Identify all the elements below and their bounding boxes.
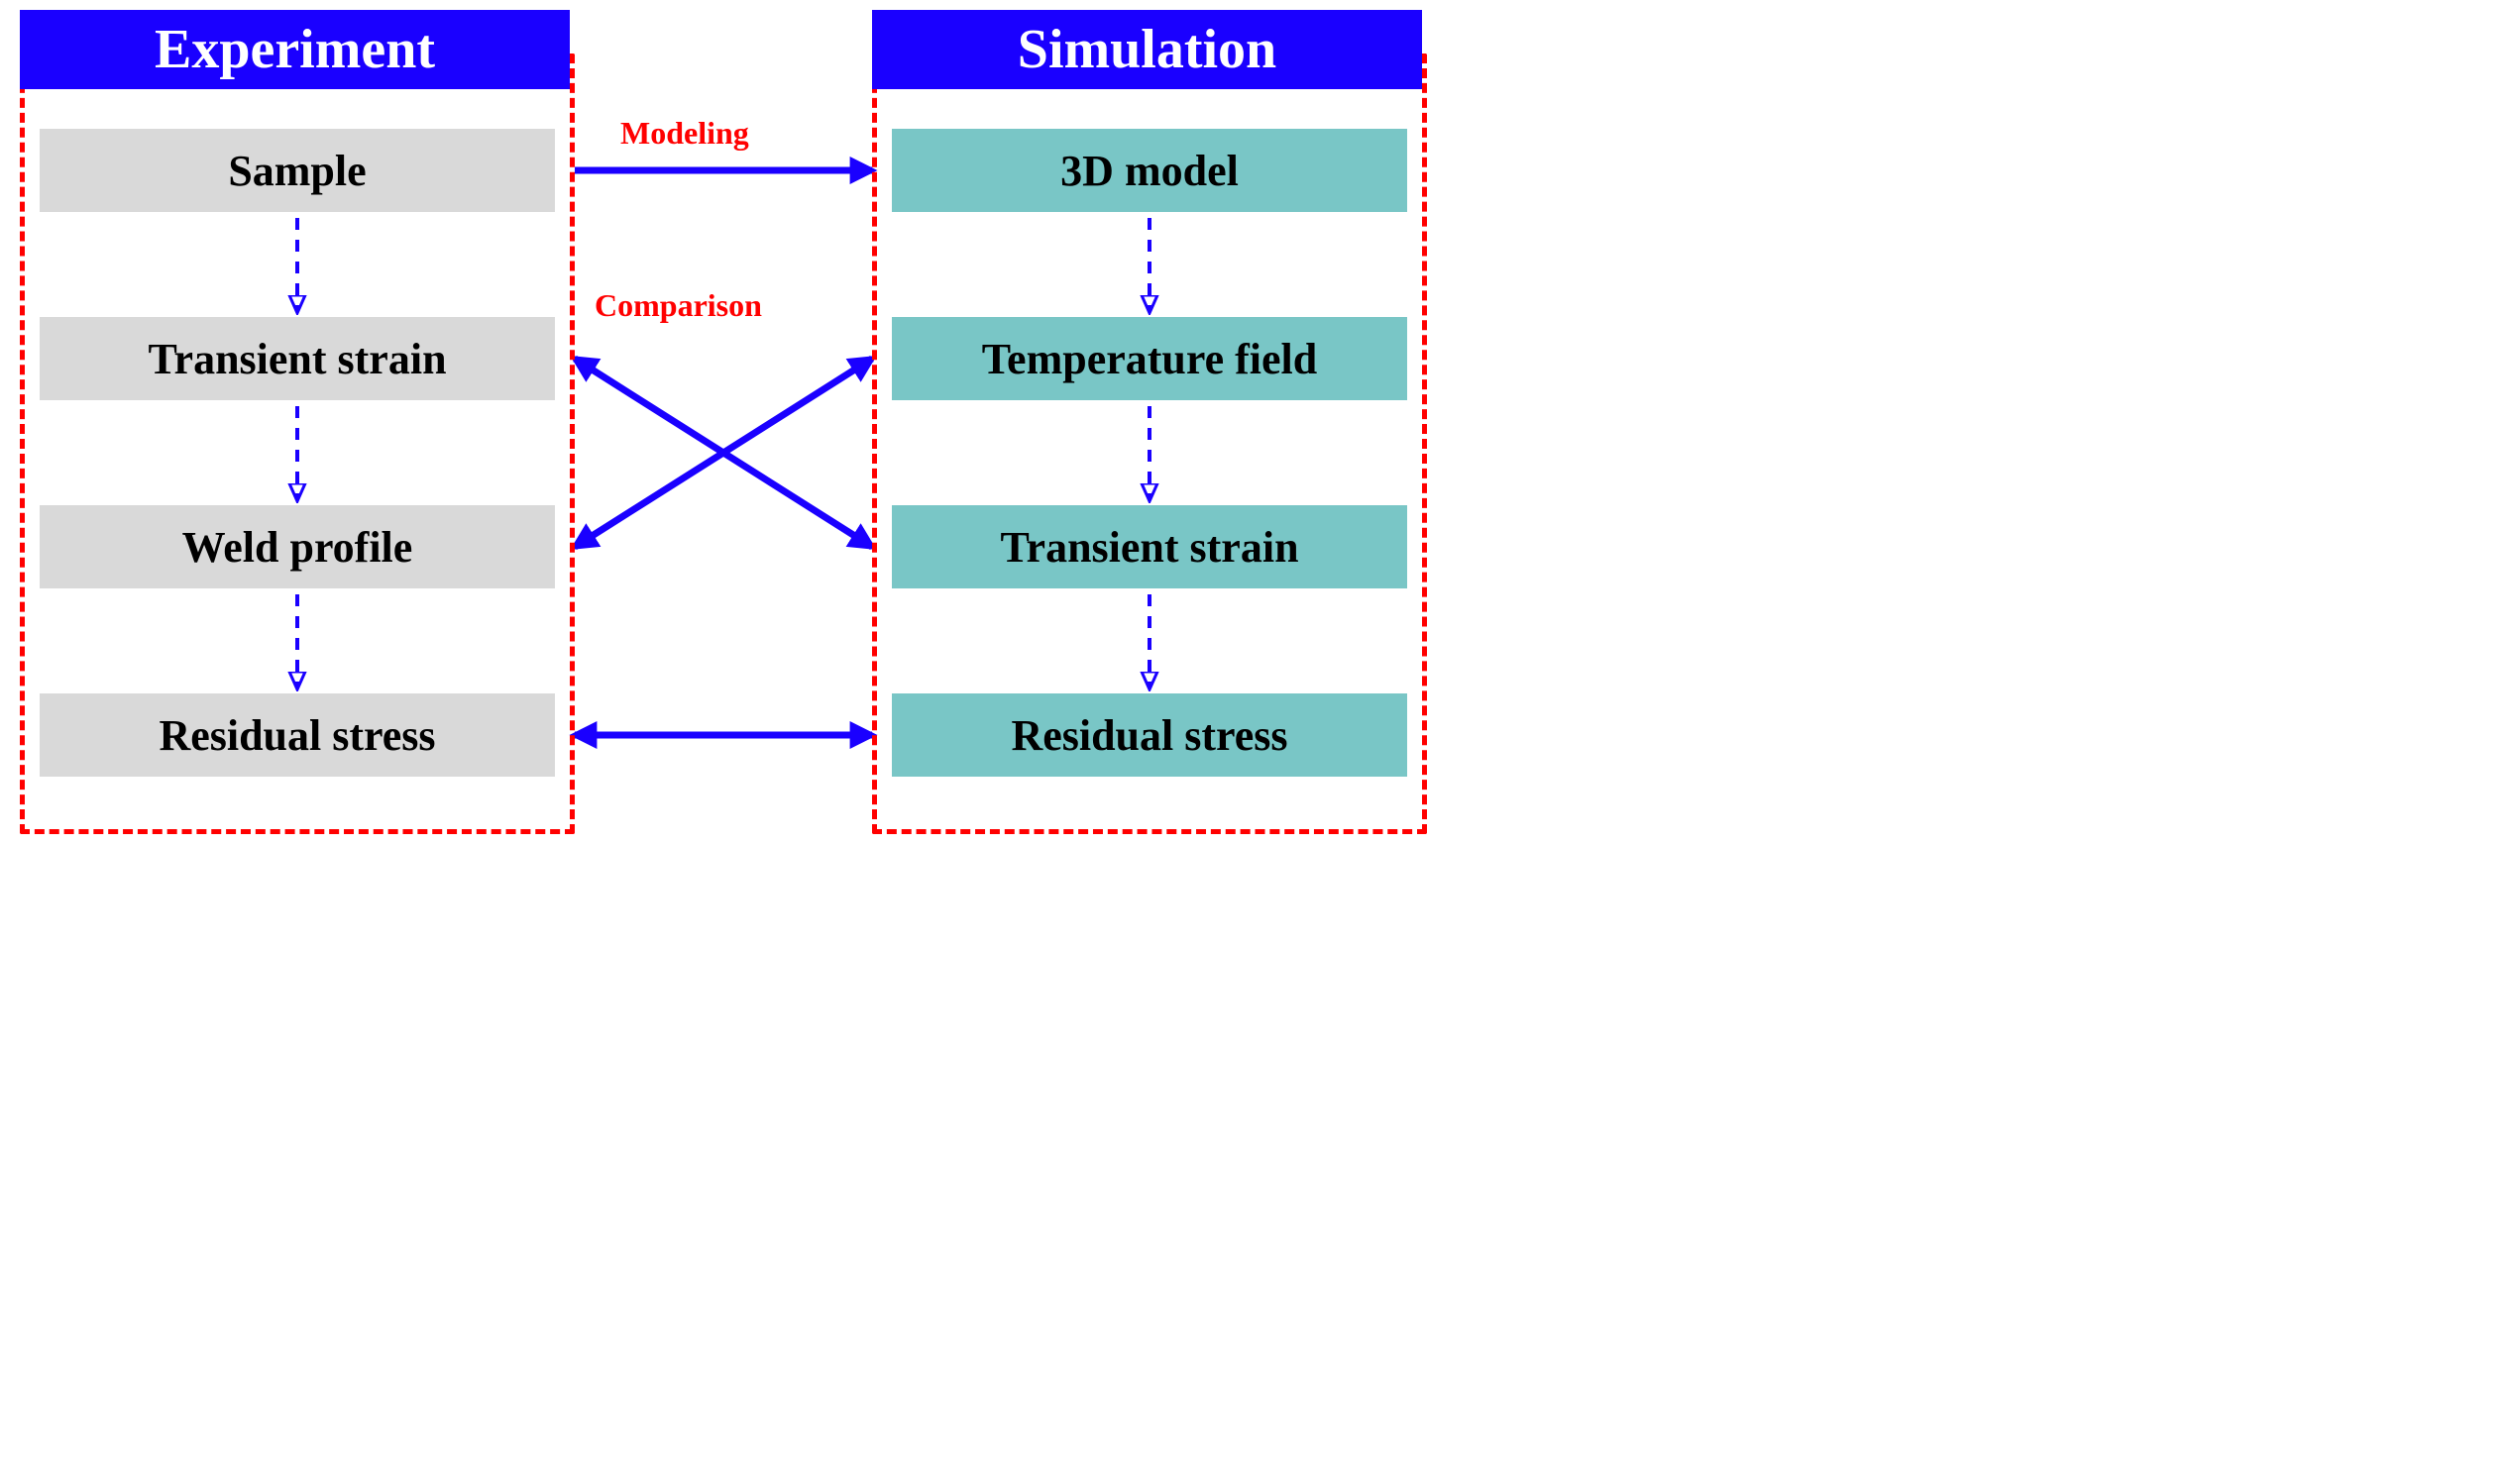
modeling-label: Modeling — [620, 115, 749, 152]
experiment-header-text: Experiment — [155, 18, 435, 81]
node-residual-stress-right-text: Residual stress — [1011, 710, 1287, 761]
node-weld-profile-text: Weld profile — [182, 522, 413, 573]
comparison-label: Comparison — [595, 287, 762, 324]
node-transient-strain-right-text: Transient strain — [1000, 522, 1298, 573]
node-temperature-field: Temperature field — [892, 317, 1407, 400]
node-sample: Sample — [40, 129, 555, 212]
node-temperature-field-text: Temperature field — [982, 334, 1318, 384]
node-transient-strain-left: Transient strain — [40, 317, 555, 400]
node-residual-stress-left-text: Residual stress — [159, 710, 435, 761]
node-weld-profile: Weld profile — [40, 505, 555, 588]
node-sample-text: Sample — [228, 146, 366, 196]
simulation-header: Simulation — [872, 10, 1422, 89]
simulation-header-text: Simulation — [1018, 18, 1276, 81]
node-transient-strain-right: Transient strain — [892, 505, 1407, 588]
node-residual-stress-right: Residual stress — [892, 693, 1407, 777]
node-3d-model-text: 3D model — [1060, 146, 1239, 196]
node-residual-stress-left: Residual stress — [40, 693, 555, 777]
experiment-header: Experiment — [20, 10, 570, 89]
node-3d-model: 3D model — [892, 129, 1407, 212]
node-transient-strain-left-text: Transient strain — [148, 334, 446, 384]
